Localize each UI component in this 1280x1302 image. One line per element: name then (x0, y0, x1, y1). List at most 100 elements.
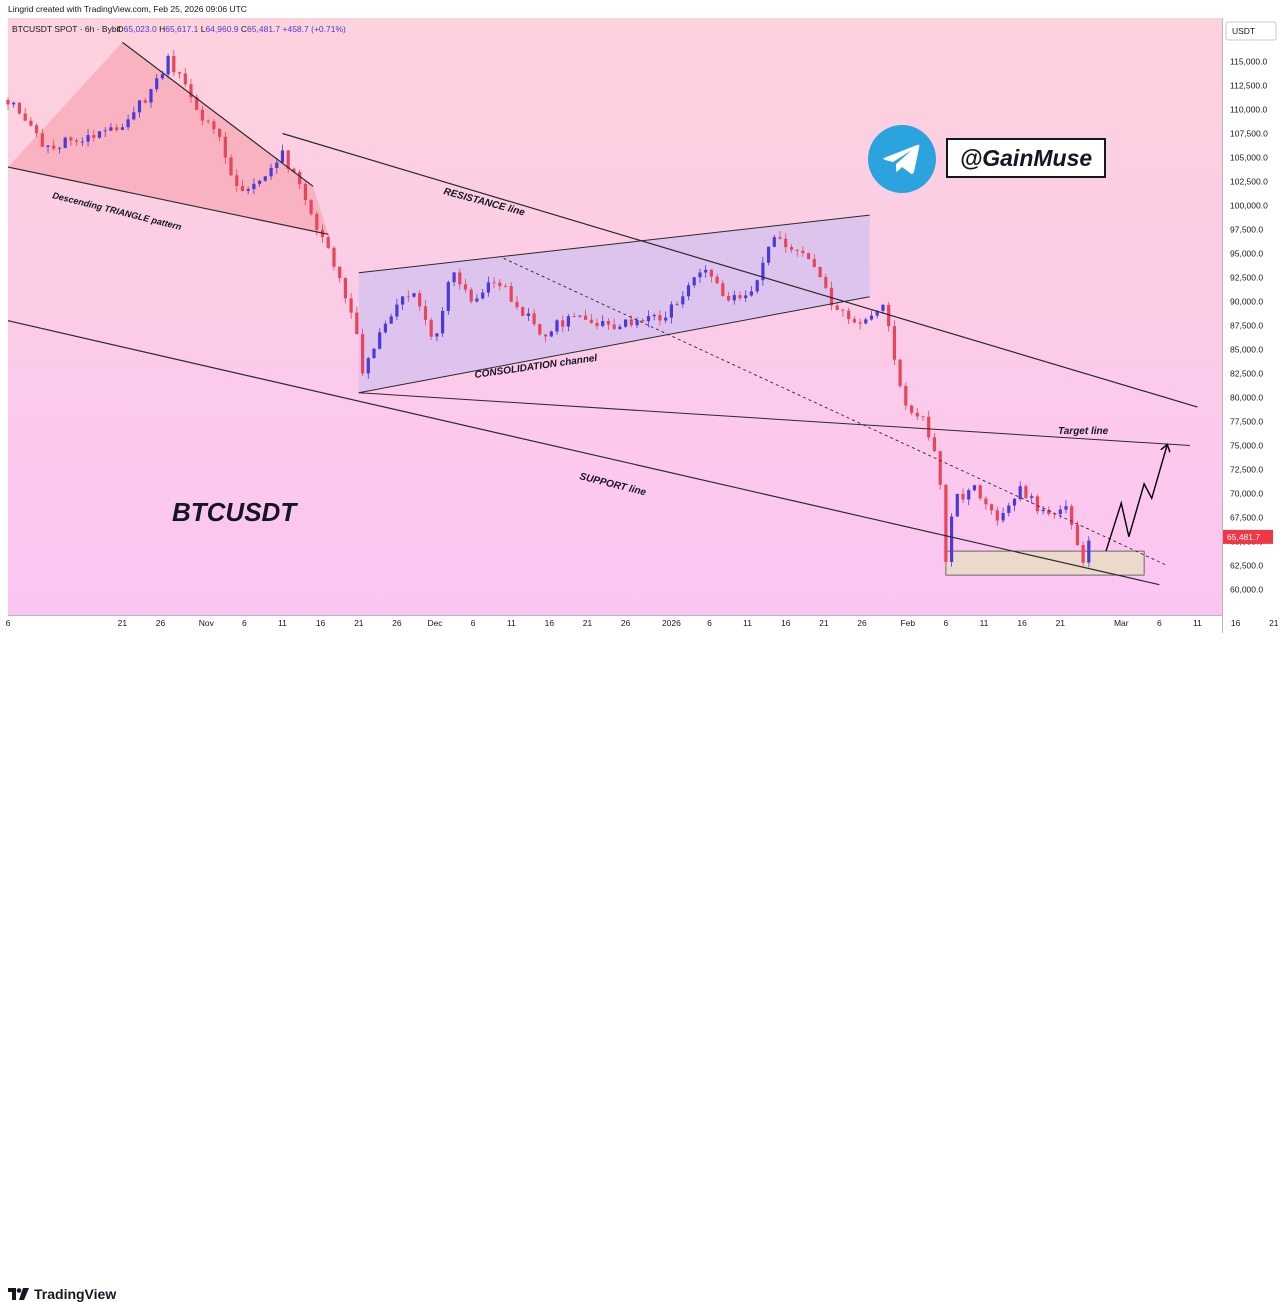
price-tick-label: 100,000.0 (1230, 201, 1268, 211)
candle (57, 147, 62, 149)
time-tick-label: 6 (471, 618, 476, 628)
candle (69, 137, 73, 141)
candle (847, 310, 851, 320)
candle (749, 291, 753, 296)
candle (229, 157, 233, 176)
time-tick-label: 11 (743, 618, 752, 628)
candle (206, 120, 210, 122)
candle (744, 295, 748, 299)
candle (280, 150, 285, 163)
last-price-badge (1223, 529, 1273, 544)
time-tick-label: Feb (900, 618, 915, 628)
candle (984, 498, 988, 505)
candle (664, 317, 668, 321)
candle (784, 238, 788, 248)
candle (486, 282, 490, 293)
candle (338, 266, 342, 278)
candle (1035, 496, 1039, 512)
candle (686, 285, 691, 297)
price-tick-label: 77,500.0 (1230, 417, 1263, 427)
price-chart[interactable]: Descending TRIANGLE pattern RESISTANCE li… (0, 0, 1280, 675)
candle (252, 183, 256, 190)
candle (458, 272, 462, 285)
candle (292, 168, 296, 172)
candle (515, 301, 519, 308)
candle (635, 320, 639, 326)
time-tick-label: 11 (507, 618, 516, 628)
candle (835, 305, 839, 310)
candle (938, 451, 942, 485)
candle (126, 119, 130, 128)
currency-badge[interactable] (1225, 21, 1277, 41)
price-tick-label: 75,000.0 (1230, 441, 1263, 451)
candle (109, 127, 113, 131)
ohlc-values: O65,023.0 H65,617.1 L64,960.9 C65,481.7 … (117, 24, 346, 34)
resistance-line (282, 132, 1198, 408)
candle (446, 282, 450, 311)
candle (286, 150, 290, 169)
symbol-header: BTCUSDT SPOT · 6h · Bybit O65,023.0 H65,… (12, 24, 346, 34)
telegram-handle: @GainMuse (959, 144, 1093, 171)
candle (698, 272, 702, 278)
candle (1052, 513, 1057, 515)
change-value: +458.7 (+0.71%) (283, 24, 346, 34)
ticker-title: BTCUSDT (172, 497, 298, 527)
candle (1001, 513, 1005, 521)
candle (555, 320, 559, 332)
time-tick-label: 6 (1157, 618, 1162, 628)
symbol-label: BTCUSDT SPOT · 6h · Bybit (12, 24, 121, 34)
footer: TradingView (0, 640, 1280, 1302)
low-value: 64,960.9 (205, 24, 238, 34)
candle (898, 359, 902, 386)
candle (692, 277, 696, 286)
candle (23, 113, 27, 121)
candle (721, 283, 725, 296)
candle (732, 295, 736, 301)
price-scale[interactable]: USDT 115,000.0 112,500.0 110,000.0 107,500.… (1223, 21, 1277, 595)
candle (910, 405, 914, 413)
candle (967, 490, 971, 500)
candle (218, 129, 222, 137)
candle (183, 73, 187, 85)
open-value: 65,023.0 (124, 24, 157, 34)
time-tick-label: 21 (1269, 618, 1279, 628)
candle (63, 137, 67, 148)
time-tick-label: 16 (1231, 618, 1241, 628)
time-tick-label: 6 (242, 618, 247, 628)
tradingview-logo[interactable]: TradingView (8, 1286, 116, 1302)
candle (646, 316, 651, 322)
candle (1041, 509, 1045, 512)
candle (401, 296, 405, 305)
candle (892, 326, 896, 360)
candle (166, 56, 170, 75)
candle (641, 320, 645, 322)
close-label: C (241, 24, 247, 34)
candle (40, 133, 44, 147)
candle (240, 186, 245, 191)
candle (503, 286, 508, 287)
time-scale[interactable]: 6 21 26 Nov 6 11 16 21 26 Dec 6 11 16 21 26 2026 6 11 16 21… (6, 618, 1279, 628)
candle (864, 319, 868, 324)
candle (961, 493, 965, 500)
triangle-fill (8, 42, 329, 235)
time-tick-label: Nov (199, 618, 215, 628)
candle (675, 304, 679, 306)
candle (258, 180, 262, 184)
candle (366, 358, 370, 374)
telegram-handle-box[interactable]: @GainMuse (946, 138, 1106, 178)
candle (658, 315, 662, 321)
candle (120, 127, 124, 130)
candle (1064, 506, 1068, 510)
candle (315, 213, 319, 230)
candle (332, 247, 336, 267)
candle (435, 333, 439, 337)
candle (12, 102, 16, 105)
candle (606, 321, 611, 325)
telegram-badge[interactable] (868, 125, 936, 193)
candle (624, 319, 628, 327)
triangle-lower-line (7, 166, 329, 235)
candle (475, 298, 479, 302)
high-label: H (159, 24, 165, 34)
candle (715, 276, 719, 284)
candle (178, 72, 182, 74)
